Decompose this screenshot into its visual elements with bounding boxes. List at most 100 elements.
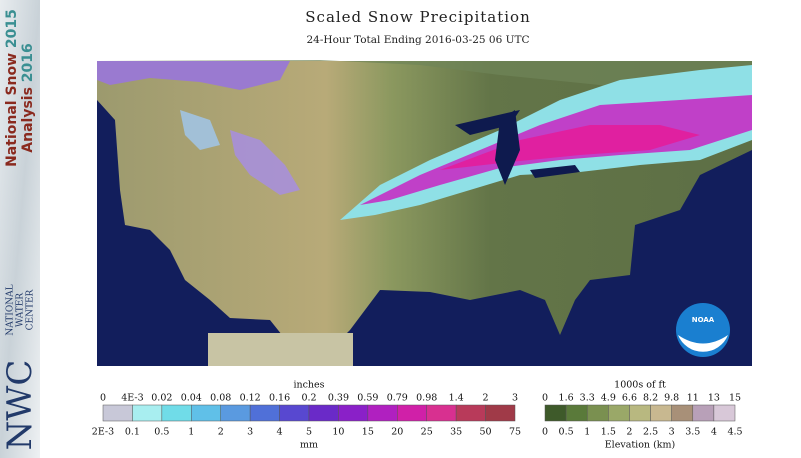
- legend-bottom-label: 0.5: [154, 427, 169, 438]
- snow-rockies: [230, 130, 300, 195]
- legend-footer: Elevation (km): [605, 440, 676, 451]
- legend-bottom-label: 4: [711, 427, 717, 438]
- lake: [455, 110, 520, 135]
- legend-swatch: [397, 404, 427, 422]
- legend-swatch: [161, 404, 192, 422]
- subtitle: 24-Hour Total Ending 2016-03-25 06 UTC: [307, 34, 530, 46]
- legend-top-label: 1.6: [559, 393, 574, 404]
- legend-bottom-label: 4.5: [727, 427, 742, 438]
- legend-top-label: 0.08: [210, 393, 231, 404]
- legend-top-label: 11: [687, 393, 699, 404]
- sidebar-text: Analysis 2016: [20, 43, 36, 152]
- legend-bottom-label: 3: [247, 427, 253, 438]
- legend-title: 1000s of ft: [614, 380, 666, 391]
- legend-bottom-label: 2E-3: [92, 427, 114, 438]
- legend-bottom-label: 0.5: [559, 427, 574, 438]
- legend-bottom-label: 25: [421, 427, 433, 438]
- legend-top-label: 2: [483, 393, 489, 404]
- legend-swatch: [338, 404, 369, 422]
- legend-top-label: 6.6: [622, 393, 637, 404]
- legend-footer: mm: [300, 440, 318, 451]
- legend-bottom-label: 15: [362, 427, 374, 438]
- sidebar-bg: [0, 0, 40, 458]
- legend-swatch: [426, 404, 457, 422]
- legend-bottom-label: 3: [669, 427, 675, 438]
- canada: [97, 60, 752, 110]
- legend-bottom-label: 2.5: [643, 427, 658, 438]
- legend-top-label: 1.4: [449, 393, 464, 404]
- legend-top-label: 0.39: [328, 393, 349, 404]
- noaa-logo-wave: [678, 335, 728, 352]
- legend-top-label: 15: [729, 393, 741, 404]
- legend-title: inches: [293, 380, 324, 391]
- legend-bottom-label: 4: [277, 427, 283, 438]
- legend-top-label: 3: [512, 393, 518, 404]
- snow-north: [97, 61, 290, 90]
- legend-swatch: [308, 404, 339, 422]
- legend-swatch: [249, 404, 280, 422]
- noaa-logo-text: NOAA: [692, 316, 715, 324]
- legend-top-label: 0.04: [181, 393, 202, 404]
- legend-bottom-label: 2: [218, 427, 224, 438]
- legend-top-label: 13: [708, 393, 720, 404]
- org-logo: NWC: [0, 360, 40, 451]
- legend-top-label: 4E-3: [121, 393, 143, 404]
- legend-bottom-label: 5: [306, 427, 312, 438]
- legend-bottom-label: 50: [480, 427, 492, 438]
- legend-swatch: [713, 404, 736, 422]
- org-line: NATIONAL: [6, 284, 16, 335]
- sidebar-line: Analysis: [20, 87, 36, 153]
- legend-swatch: [191, 404, 221, 422]
- title: Scaled Snow Precipitation: [305, 8, 530, 26]
- legend-top-label: 8.2: [643, 393, 658, 404]
- legend-top-label: 0.16: [269, 393, 290, 404]
- legend-top-label: 0: [100, 393, 106, 404]
- org-line: CENTER: [26, 289, 36, 330]
- lake: [495, 110, 520, 185]
- legend-bottom-label: 1.5: [601, 427, 616, 438]
- legend-swatch: [650, 404, 672, 422]
- legend-swatch: [544, 404, 567, 422]
- sidebar-year: 2015: [4, 9, 20, 48]
- legend-top-label: 0.02: [151, 393, 172, 404]
- sidebar-year: 2016: [20, 43, 36, 82]
- org-line: WATER: [16, 293, 26, 327]
- snow-patch: [180, 110, 220, 150]
- legend-top-label: 0.79: [387, 393, 408, 404]
- legend-top-label: 0.98: [416, 393, 437, 404]
- legend-top-label: 9.8: [664, 393, 679, 404]
- legend-bottom-label: 1: [584, 427, 590, 438]
- legend-bottom-label: 3.5: [685, 427, 700, 438]
- mexico: [208, 333, 353, 366]
- legend-bottom-label: 0: [542, 427, 548, 438]
- legend-top-label: 0: [542, 393, 548, 404]
- legend-swatch: [455, 404, 486, 422]
- legend-bottom-label: 75: [509, 427, 521, 438]
- lake: [530, 165, 580, 178]
- legend-swatch: [220, 404, 251, 422]
- legend-swatch: [102, 404, 133, 422]
- legend-top-label: 0.12: [240, 393, 261, 404]
- legend-swatch: [692, 404, 715, 422]
- legend-swatch: [279, 404, 310, 422]
- legend-top-label: 0.59: [357, 393, 378, 404]
- legend-top-label: 0.2: [301, 393, 316, 404]
- map: NOAA: [97, 60, 752, 366]
- legend-top-label: 4.9: [601, 393, 616, 404]
- legend-bottom-label: 10: [332, 427, 344, 438]
- legend-bottom-label: 2: [626, 427, 632, 438]
- legend-bottom-label: 0.1: [125, 427, 140, 438]
- legend-swatch: [671, 404, 694, 422]
- sidebar-text: National Snow 2015: [4, 9, 20, 167]
- sidebar-line: National Snow: [4, 53, 20, 167]
- legend-bottom-label: 20: [391, 427, 403, 438]
- legend-top-label: 3.3: [580, 393, 595, 404]
- legend-swatch: [586, 404, 609, 422]
- legend-swatch: [608, 404, 630, 422]
- legend-swatch: [565, 404, 588, 422]
- legend-swatch: [629, 404, 651, 422]
- legend-bottom-label: 1: [188, 427, 194, 438]
- legend-swatch: [485, 404, 516, 422]
